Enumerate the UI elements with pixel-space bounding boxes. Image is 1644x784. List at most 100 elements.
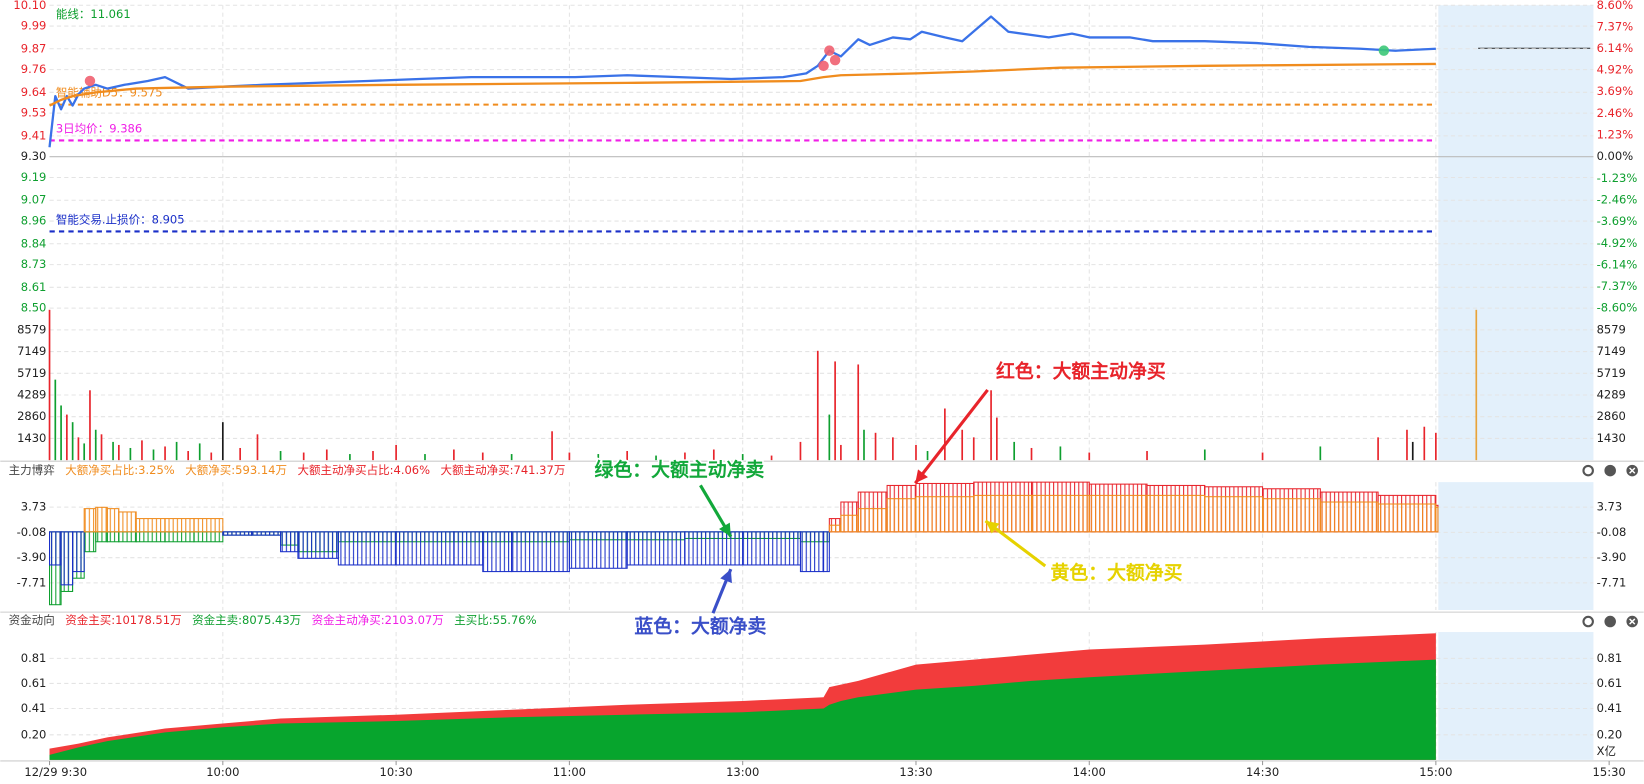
y-tick-label: -0.08 — [17, 525, 47, 539]
volume-bar — [944, 408, 946, 461]
volume-bar — [175, 441, 178, 461]
y-tick-label: 9.76 — [21, 62, 47, 76]
volume-bar — [1319, 446, 1322, 461]
volume-bar — [712, 449, 715, 461]
volume-bar — [857, 364, 860, 461]
flow-bar — [337, 531, 397, 566]
volume-bar — [1423, 426, 1426, 461]
flow-bar — [482, 531, 513, 573]
flow-bar — [1088, 494, 1148, 533]
flow-bar — [742, 531, 801, 566]
flow-bar — [222, 531, 253, 536]
volume-bar — [1261, 452, 1264, 461]
volume-bar — [325, 449, 328, 461]
help-icon[interactable] — [1604, 464, 1616, 477]
volume-bar — [1013, 441, 1016, 461]
panel-title: 主力博弈 — [9, 463, 55, 477]
info-name: 能线： — [56, 7, 91, 21]
volume-bar — [77, 437, 80, 461]
flow-bar — [395, 531, 455, 566]
y2-tick-label: -7.37% — [1597, 279, 1638, 293]
volume-bar — [424, 454, 426, 461]
y-unit: X亿 — [1597, 744, 1616, 758]
volume-bar — [551, 431, 553, 461]
volume-bar — [198, 443, 201, 461]
volume-bar — [1088, 452, 1091, 461]
volume-bar — [89, 390, 91, 461]
settings-icon[interactable] — [1582, 615, 1594, 628]
y-tick-label: 9.41 — [21, 128, 47, 142]
volume-bar — [210, 452, 213, 461]
y-tick-label: 1430 — [17, 431, 46, 445]
x-tick-label: 13:30 — [899, 765, 932, 779]
close-cross — [1629, 618, 1636, 625]
y-tick-label: 4289 — [17, 388, 46, 402]
y2-tick-label: 2.46% — [1597, 106, 1634, 120]
level-name: 智能交易.止损价： — [56, 212, 152, 226]
volume-bar — [510, 454, 513, 461]
volume-bar — [256, 434, 259, 461]
panel-stat: 主买比:55.76% — [454, 613, 536, 627]
annotation-arrowhead — [915, 469, 928, 484]
flow-bar — [164, 531, 195, 543]
annotation-arrowhead — [718, 522, 731, 537]
volume-bar — [863, 429, 865, 461]
level-value: 9.386 — [109, 121, 142, 135]
signal-marker — [824, 45, 835, 56]
y-tick-label: 7149 — [17, 344, 46, 358]
flow-bar — [1204, 496, 1264, 533]
panel-title: 资金动向 — [9, 613, 55, 627]
volume-bar — [1059, 446, 1062, 461]
volume-bar — [54, 379, 57, 461]
y-tick-label-right: -7.71 — [1597, 575, 1627, 589]
y2-tick-label: 1.23% — [1597, 128, 1634, 142]
price-line — [49, 62, 1436, 107]
post-market-shade — [1438, 5, 1594, 461]
y2-tick-label: 8.60% — [1597, 0, 1634, 12]
flow-bar — [1262, 498, 1321, 533]
y-tick-label-right: 0.81 — [1597, 651, 1623, 665]
volume-bar — [94, 429, 97, 461]
help-icon[interactable] — [1604, 615, 1616, 628]
y-tick-label: 3.73 — [21, 500, 47, 514]
volume-bar — [83, 443, 86, 461]
volume-bar — [1203, 449, 1206, 461]
volume-bar — [302, 452, 305, 461]
volume-bar — [279, 451, 282, 461]
flow-bar — [568, 531, 628, 569]
panel-stat: 大额主动净买:741.37万 — [441, 463, 566, 477]
volume-bar — [1377, 437, 1379, 461]
x-tick-label: 10:00 — [206, 765, 239, 779]
signal-marker — [818, 60, 829, 72]
y2-tick-label: -6.14% — [1597, 257, 1638, 271]
y-tick-label: 9.19 — [21, 170, 47, 184]
volume-bar — [972, 437, 975, 461]
annotation-arrow — [914, 388, 989, 485]
y-tick-label-right: 0.61 — [1597, 676, 1623, 690]
y2-tick-label: -4.92% — [1597, 236, 1638, 250]
flow-bar — [297, 531, 339, 559]
y-tick-label-right: 2860 — [1597, 409, 1626, 423]
flow-bar — [135, 518, 166, 533]
x-tick-label: 14:00 — [1073, 765, 1106, 779]
y-tick-label: 8579 — [17, 322, 46, 336]
x-tick-label: 15:30 — [1593, 765, 1626, 779]
y-tick-label: 0.20 — [21, 727, 47, 741]
y2-tick-label: 4.92% — [1597, 63, 1634, 77]
volume-bar — [1030, 447, 1033, 461]
volume-bar — [60, 405, 62, 461]
settings-icon[interactable] — [1582, 464, 1594, 477]
volume-bar — [915, 444, 917, 461]
flow-bar — [95, 506, 108, 533]
level-name: 3日均价： — [56, 121, 109, 135]
flow-bar — [973, 494, 1033, 533]
y-tick-label: 2860 — [17, 409, 46, 423]
y-tick-label-right: -0.08 — [1597, 525, 1627, 539]
signal-marker — [829, 54, 841, 66]
volume-bar — [453, 449, 455, 461]
volume-bar — [349, 454, 351, 461]
volume-bar — [828, 414, 831, 461]
volume-bar — [481, 452, 484, 461]
flow-bar — [60, 531, 74, 586]
volume-bar — [118, 444, 120, 461]
